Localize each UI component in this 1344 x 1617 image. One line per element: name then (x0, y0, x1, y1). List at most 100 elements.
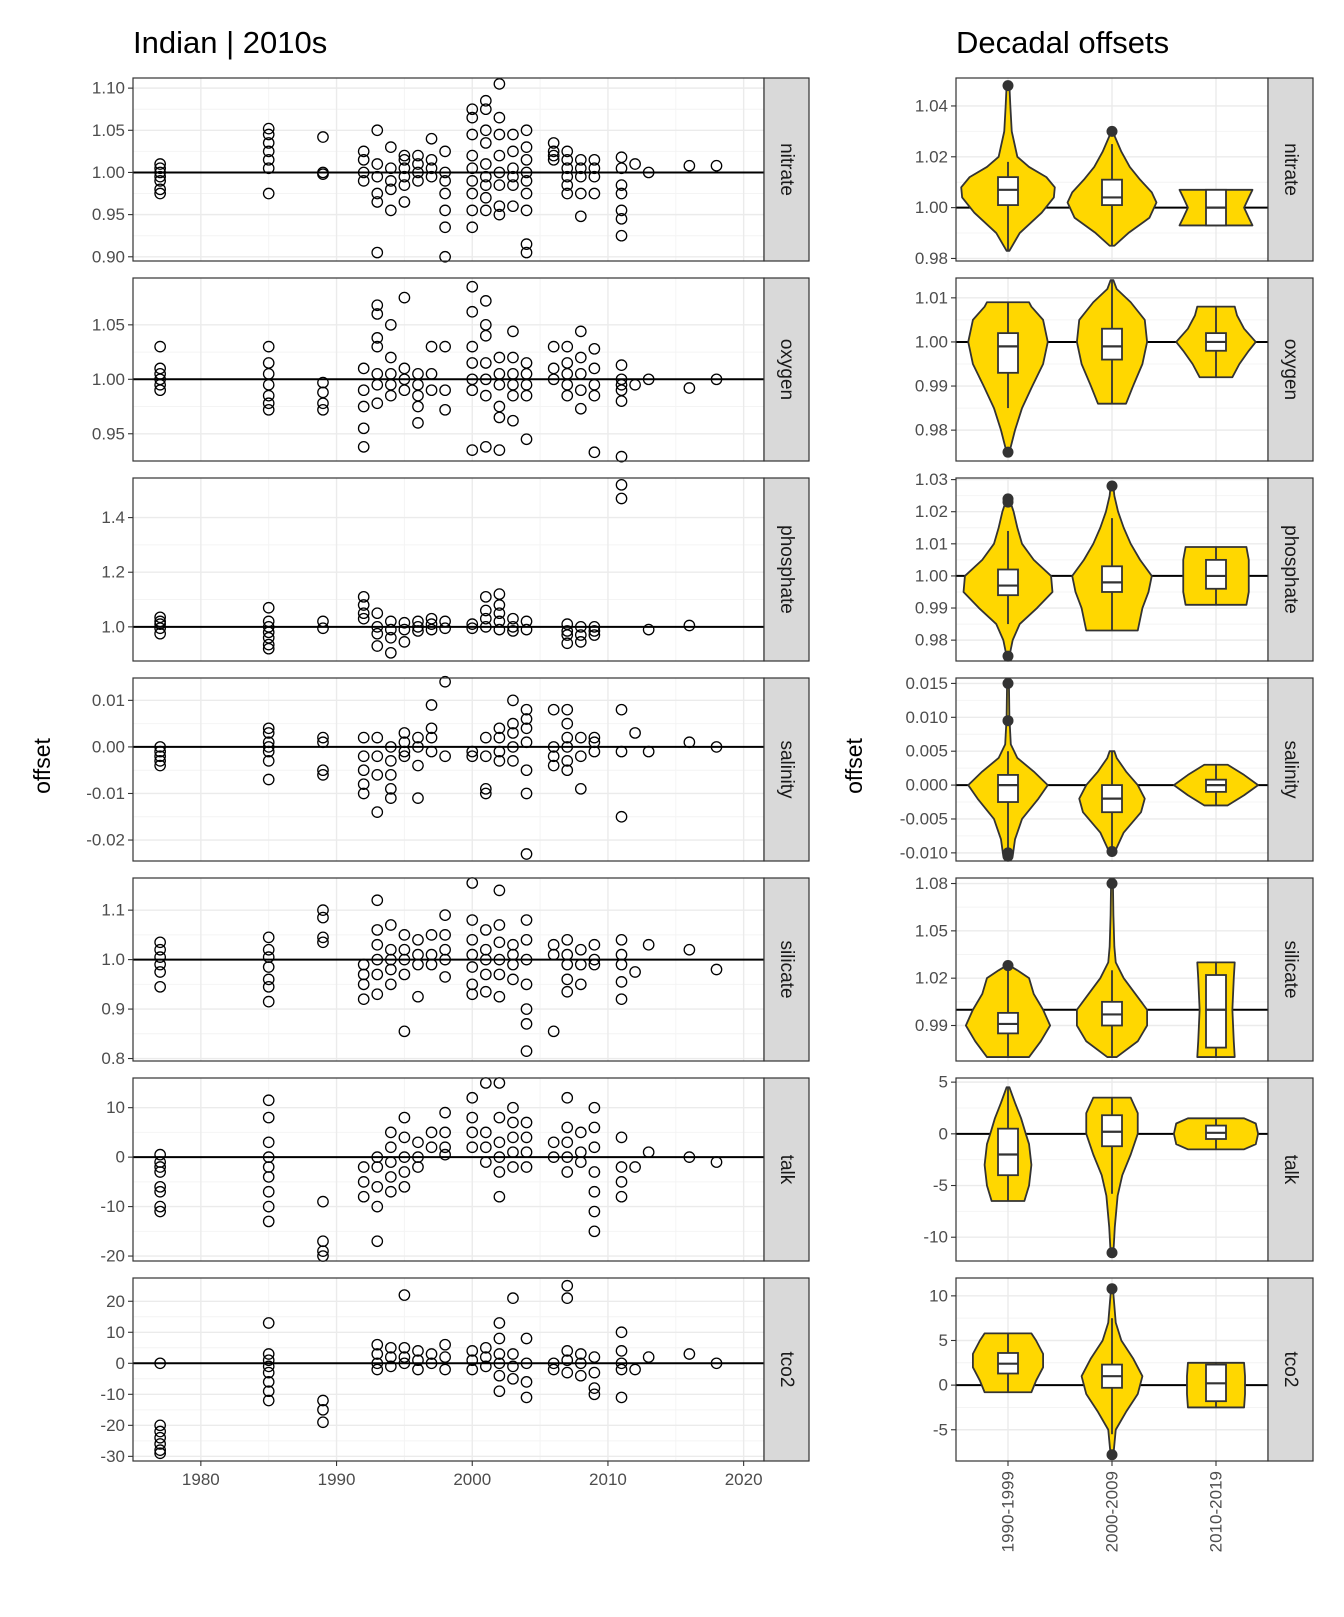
scatter-point (439, 622, 451, 635)
outlier-point (1106, 846, 1118, 858)
violin-facet-tco2: -5 0 5 10 tco2 1990-1999 2000-2009 2010-2019 (929, 1277, 1314, 1552)
scatter-point (154, 741, 166, 753)
outlier-point (1002, 677, 1014, 689)
scatter-point (466, 1354, 479, 1367)
outlier-point (1002, 960, 1014, 972)
scatter-point (615, 976, 628, 988)
scatter-point (371, 1161, 384, 1173)
scatter-point (357, 1190, 370, 1203)
scatter-point (466, 961, 479, 973)
scatter-point (520, 978, 533, 991)
scatter-point (520, 736, 533, 749)
y-tick-label: 20 (106, 1292, 125, 1311)
right-strip-nitrate (1267, 77, 1314, 262)
scatter-point (466, 1345, 479, 1357)
scatter-point (154, 745, 166, 758)
y-tick-label: 5 (939, 1073, 948, 1092)
scatter-point (507, 1131, 519, 1144)
scatter-point (507, 717, 519, 730)
scatter-point (262, 1171, 275, 1183)
scatter-point (479, 103, 492, 116)
y-tick-label: 0.95 (92, 424, 125, 443)
scatter-point (371, 124, 384, 137)
scatter-point (154, 1161, 166, 1173)
scatter-point (384, 204, 397, 217)
left-strip-label-oxygen: oxygen (776, 339, 797, 400)
scatter-point (588, 153, 601, 166)
scatter-point (479, 1156, 492, 1168)
y-tick-label: 1.05 (92, 121, 125, 140)
scatter-point (412, 166, 424, 179)
scatter-facet-phosphate: 1.0 1.2 1.4 phosphate (101, 477, 810, 662)
scatter-point (547, 1136, 560, 1149)
box-1990-1999 (997, 568, 1019, 597)
scatter-point (371, 1363, 384, 1376)
scatter-point (561, 1366, 574, 1379)
y-tick-label: 1.02 (915, 147, 948, 166)
scatter-point (520, 204, 533, 217)
scatter-point (574, 351, 587, 364)
scatter-point (520, 175, 533, 187)
scatter-point (466, 1091, 479, 1104)
scatter-point (493, 953, 506, 966)
x-tick-label: 2010-2019 (1207, 1471, 1226, 1552)
scatter-point (154, 158, 166, 170)
scatter-point (629, 158, 641, 170)
outlier-point (1106, 1247, 1118, 1259)
scatter-point (466, 1126, 479, 1139)
scatter-point (398, 291, 411, 304)
scatter-point (479, 179, 492, 191)
scatter-point (384, 175, 397, 187)
scatter-point (479, 204, 492, 217)
scatter-point (154, 615, 166, 628)
scatter-point (371, 806, 384, 818)
scatter-point (493, 444, 506, 456)
scatter-point (425, 384, 438, 397)
scatter-point (262, 122, 275, 135)
scatter-point (317, 131, 329, 143)
scatter-point (262, 931, 275, 944)
outlier-point (1002, 650, 1014, 662)
scatter-point (384, 646, 397, 659)
scatter-point (507, 694, 519, 707)
y-tick-label: 0 (116, 1148, 125, 1167)
scatter-point (520, 187, 533, 200)
box-2010-2019 (1205, 558, 1227, 590)
scatter-point (574, 978, 587, 991)
scatter-point (357, 731, 370, 744)
scatter-point (384, 978, 397, 991)
scatter-point (561, 703, 574, 716)
scatter-point (439, 1141, 451, 1154)
scatter-point (710, 741, 723, 753)
scatter-point (493, 111, 506, 124)
scatter-point (507, 1146, 519, 1159)
right-strip-label-talk: talk (1280, 1155, 1301, 1185)
y-tick-label: 10 (106, 1098, 125, 1117)
scatter-point (520, 1332, 533, 1345)
scatter-point (520, 787, 533, 800)
scatter-point (574, 1369, 587, 1382)
scatter-point (262, 397, 275, 410)
scatter-point (317, 397, 329, 410)
scatter-point (561, 340, 574, 353)
scatter-point (493, 1190, 506, 1203)
scatter-point (479, 1351, 492, 1363)
scatter-point (412, 621, 424, 633)
y-tick-label: 0.98 (915, 421, 948, 440)
scatter-point (357, 590, 370, 603)
scatter-point (262, 601, 275, 614)
scatter-point (262, 943, 275, 956)
scatter-point (154, 340, 166, 353)
scatter-point (561, 985, 574, 998)
scatter-point (398, 929, 411, 941)
left-panel-talk (133, 1078, 764, 1261)
left-strip-label-talk: talk (776, 1155, 797, 1185)
scatter-point (507, 741, 519, 753)
scatter-point (479, 787, 492, 800)
scatter-point (561, 153, 574, 166)
scatter-point (398, 162, 411, 175)
y-tick-label: 1.08 (915, 874, 948, 893)
scatter-point (588, 731, 601, 744)
scatter-point (479, 158, 492, 170)
scatter-point (520, 153, 533, 166)
